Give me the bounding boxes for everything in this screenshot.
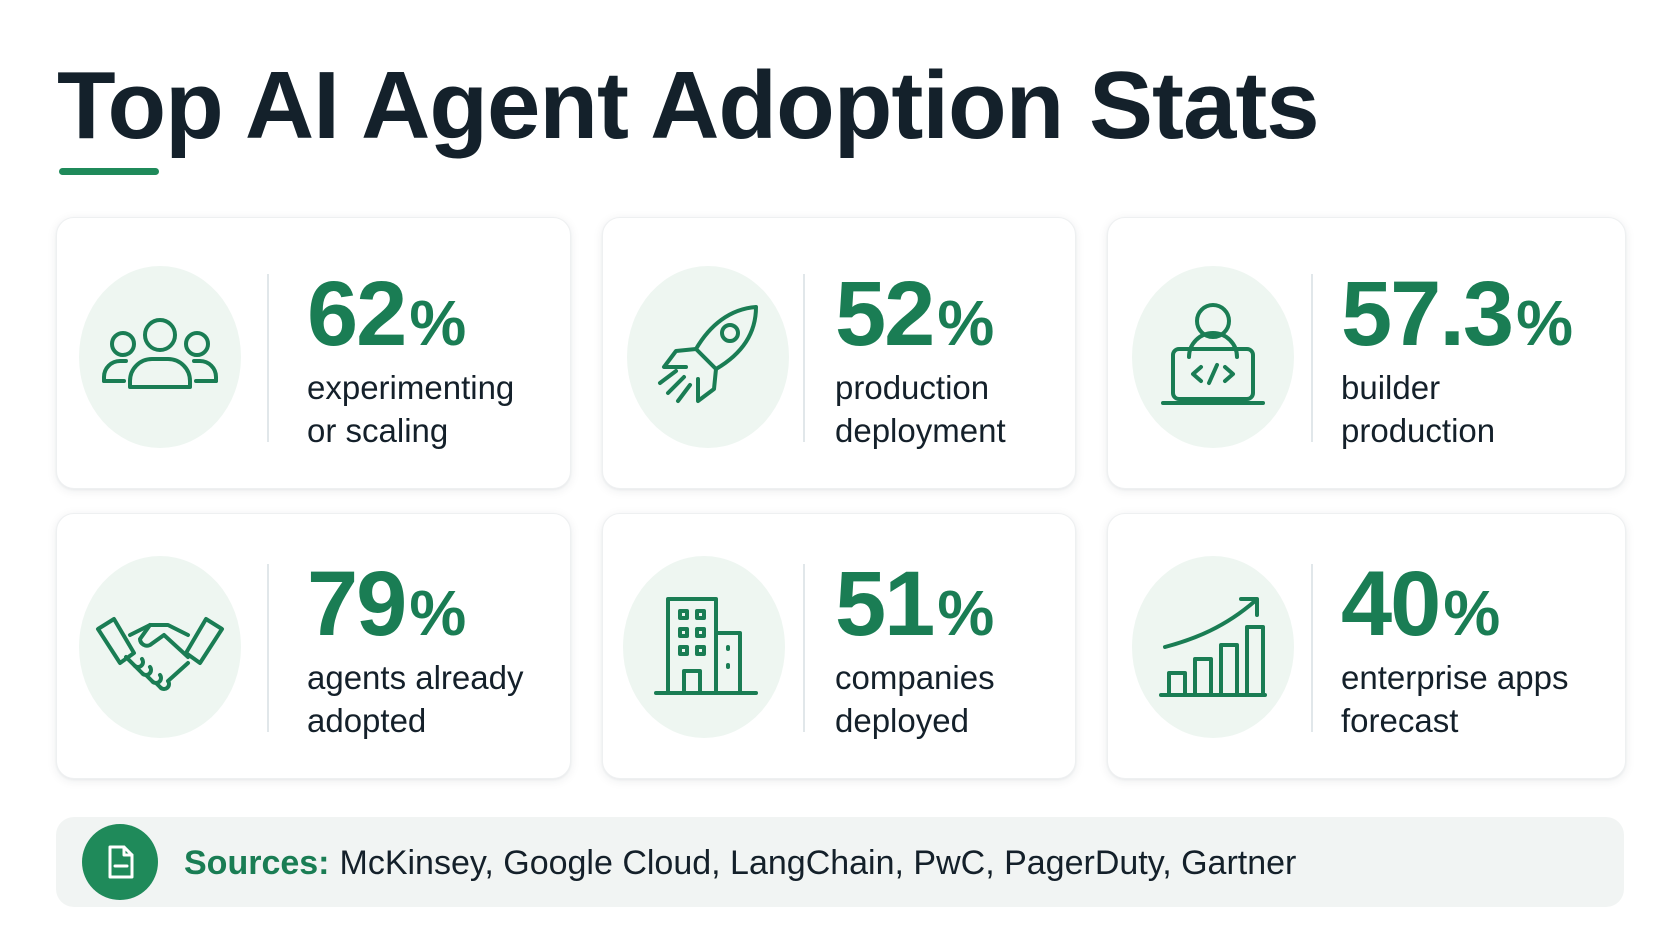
stat-value: 79%: [307, 553, 467, 655]
sources-label: Sources:: [184, 844, 330, 882]
card-divider: [267, 564, 269, 732]
people-group-icon: [79, 266, 241, 448]
card-divider: [267, 274, 269, 442]
stat-label: companies deployed: [835, 659, 995, 739]
handshake-icon: [79, 556, 241, 738]
stat-value: 51%: [835, 553, 995, 655]
stat-value: 62%: [307, 263, 467, 365]
developer-laptop-icon: [1132, 266, 1294, 448]
stat-label: builder production: [1341, 369, 1496, 449]
stat-label: experimenting or scaling: [307, 369, 515, 449]
stat-value: 57.3%: [1341, 263, 1573, 365]
card-divider: [1311, 564, 1313, 732]
stat-label: production deployment: [835, 369, 1006, 449]
stat-value: 52%: [835, 263, 995, 365]
rocket-icon: [627, 266, 789, 448]
page-title: Top AI Agent Adoption Stats: [57, 52, 1320, 159]
document-icon: [82, 824, 158, 900]
sources-list: McKinsey, Google Cloud, LangChain, PwC, …: [339, 844, 1297, 882]
stat-value: 40%: [1341, 553, 1501, 655]
stat-label: agents already adopted: [307, 659, 524, 739]
stat-card-agents-adopted: 79% agents already adopted: [56, 513, 571, 779]
stat-card-experimenting: 62% experimenting or scaling: [56, 217, 571, 489]
stat-card-companies-deployed: 51% companies deployed: [602, 513, 1076, 779]
stat-label: enterprise apps forecast: [1341, 659, 1569, 739]
title-underline: [59, 168, 159, 175]
stat-card-builder-production: 57.3% builder production: [1107, 217, 1626, 489]
card-divider: [803, 564, 805, 732]
card-divider: [1311, 274, 1313, 442]
sources-bar: Sources: McKinsey, Google Cloud, LangChai…: [56, 817, 1624, 907]
office-building-icon: [623, 556, 785, 738]
stat-card-enterprise-apps: 40% enterprise apps forecast: [1107, 513, 1626, 779]
stat-card-production-deployment: 52% production deployment: [602, 217, 1076, 489]
card-divider: [803, 274, 805, 442]
growth-chart-icon: [1132, 556, 1294, 738]
sources-text: Sources: McKinsey, Google Cloud, LangChai…: [184, 843, 1296, 883]
